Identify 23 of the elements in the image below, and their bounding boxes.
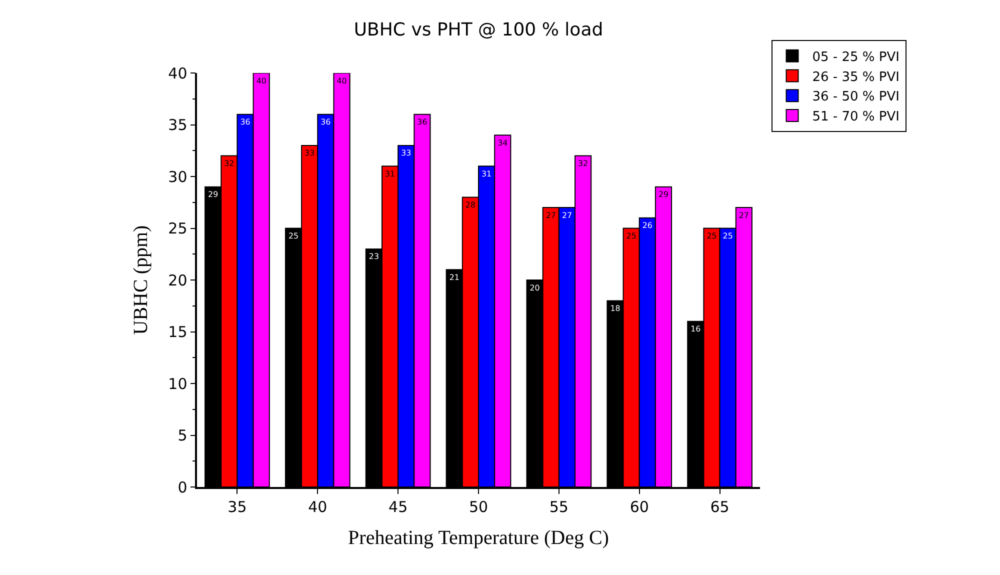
- x-tick-label: 45: [388, 498, 408, 516]
- y-tick-label: 10: [168, 374, 188, 393]
- y-axis-title: UBHC (ppm): [130, 225, 152, 335]
- legend-label: 36 - 50 % PVI: [812, 90, 900, 105]
- y-tick-label: 15: [168, 323, 188, 341]
- chart-title: UBHC vs PHT @ 100 % load: [354, 20, 604, 41]
- x-tick-label: 55: [549, 498, 568, 516]
- x-tick-label: 35: [228, 498, 247, 516]
- y-tick-label: 30: [168, 168, 188, 186]
- y-tick-label: 5: [178, 426, 188, 444]
- x-axis-title: Preheating Temperature (Deg C): [348, 526, 609, 549]
- x-tick-label: 65: [710, 498, 730, 516]
- x-tick-label: 40: [308, 498, 328, 516]
- y-tick-label: 0: [178, 478, 188, 496]
- legend-label: 26 - 35 % PVI: [812, 70, 900, 85]
- x-tick-label: 60: [630, 498, 649, 516]
- y-tick-label: 20: [168, 271, 188, 290]
- legend-label: 51 - 70 % PVI: [812, 110, 900, 125]
- y-tick-label: 40: [168, 64, 188, 82]
- x-tick-label: 50: [468, 498, 488, 516]
- y-tick-label: 25: [168, 220, 188, 238]
- y-tick-label: 35: [168, 116, 188, 134]
- legend-label: 05 - 25 % PVI: [812, 50, 900, 65]
